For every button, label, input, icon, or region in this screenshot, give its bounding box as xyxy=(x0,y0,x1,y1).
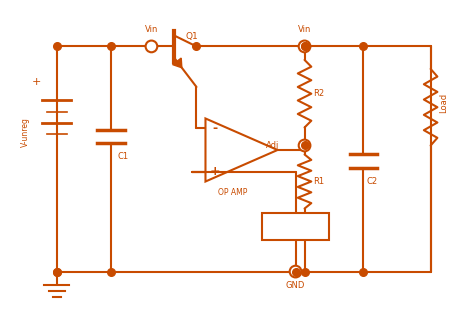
Text: Q1: Q1 xyxy=(185,32,198,41)
Text: Vin: Vin xyxy=(298,25,311,34)
Text: +: + xyxy=(209,165,220,178)
Text: R1: R1 xyxy=(313,177,324,186)
Text: C2: C2 xyxy=(367,177,378,186)
Circle shape xyxy=(299,41,310,52)
Circle shape xyxy=(299,140,310,151)
Circle shape xyxy=(146,41,157,52)
FancyBboxPatch shape xyxy=(262,213,329,240)
Text: V-Ref: V-Ref xyxy=(283,222,308,232)
Text: Adj: Adj xyxy=(266,141,280,150)
Text: Vin: Vin xyxy=(145,25,158,34)
Text: Load: Load xyxy=(439,93,448,113)
Text: C1: C1 xyxy=(118,152,129,161)
Polygon shape xyxy=(173,58,182,68)
Text: GND: GND xyxy=(286,281,305,290)
Text: V-unreg: V-unreg xyxy=(21,117,30,147)
Text: R2: R2 xyxy=(313,89,324,98)
Text: OP AMP: OP AMP xyxy=(218,188,247,197)
Text: +: + xyxy=(32,78,41,87)
Circle shape xyxy=(290,266,301,277)
Text: -: - xyxy=(212,122,217,135)
